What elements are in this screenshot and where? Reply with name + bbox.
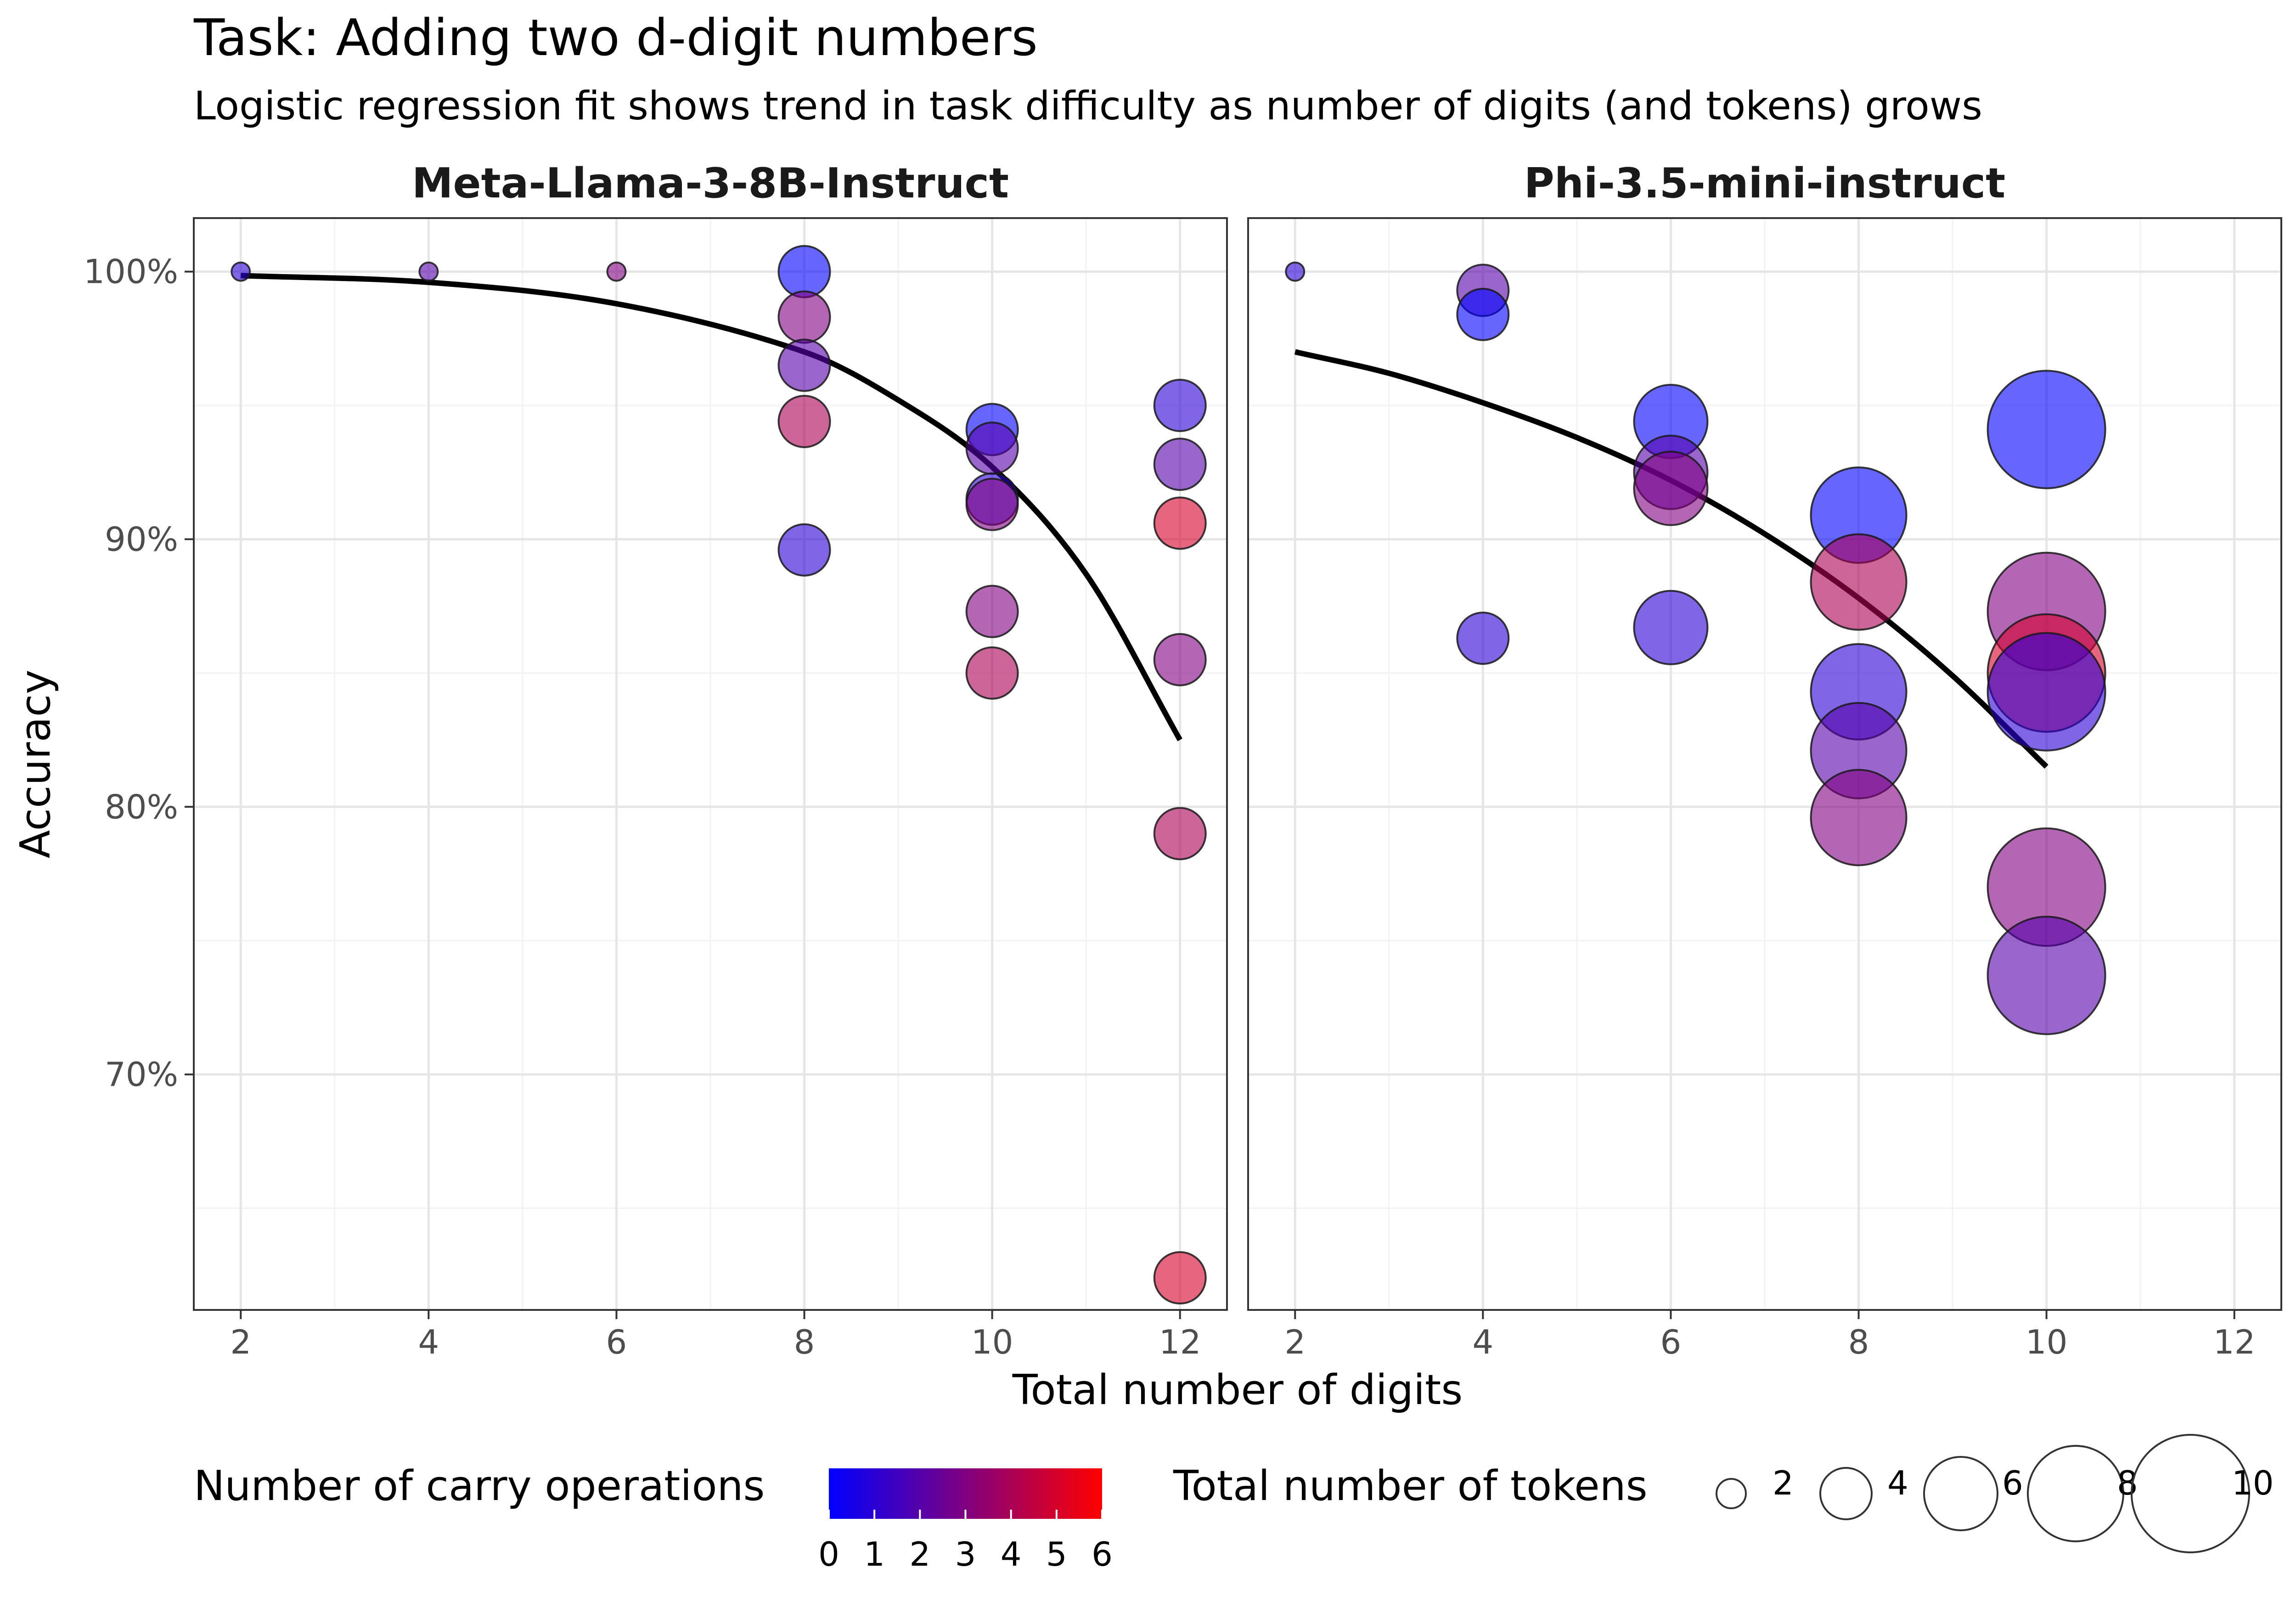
data-point — [1153, 496, 1207, 550]
data-point — [1153, 438, 1207, 491]
panel-title: Phi-3.5-mini-instruct — [1524, 159, 2005, 208]
points-layer — [1285, 261, 2106, 1035]
data-point — [777, 245, 831, 298]
x-tick-label: 12 — [2213, 1323, 2256, 1361]
y-axis-ticks: 70% 80% 90% 100% — [84, 253, 194, 1094]
data-point — [1456, 287, 1510, 341]
size-legend-title: Total number of tokens — [1173, 1462, 1648, 1510]
data-point — [231, 261, 251, 282]
grid — [1248, 218, 2281, 1310]
color-legend-tick-label: 1 — [864, 1535, 885, 1573]
x-tick-label: 2 — [230, 1323, 251, 1361]
data-point — [1986, 632, 2106, 752]
data-point — [1810, 533, 1908, 631]
data-point — [1986, 916, 2106, 1035]
panel-llama: Meta-Llama-3-8B-Instruct 2 4 6 8 10 12 — [193, 159, 1228, 1361]
x-tick-label: 8 — [794, 1323, 815, 1361]
y-axis-title: Accuracy — [11, 670, 60, 859]
data-point — [777, 523, 831, 577]
data-point — [1986, 370, 2106, 489]
x-axis-ticks: 2 4 6 8 10 12 — [1284, 1310, 2256, 1361]
size-legend-key — [1716, 1478, 1747, 1509]
data-point — [1153, 1251, 1207, 1305]
x-tick-label: 12 — [1159, 1323, 1201, 1361]
points-layer — [231, 245, 1207, 1305]
y-tick-label: 80% — [105, 787, 178, 826]
data-point — [1456, 612, 1510, 665]
data-point — [1153, 807, 1207, 860]
size-legend-keys: 2 4 6 8 10 — [1716, 1434, 2274, 1553]
size-legend-key — [2027, 1445, 2124, 1542]
panel-border — [1247, 217, 2282, 1311]
data-point — [965, 478, 1019, 531]
x-tick-label: 10 — [971, 1323, 1013, 1361]
data-point — [1153, 633, 1207, 686]
size-legend-label: 10 — [2232, 1464, 2274, 1502]
panel-phi: Phi-3.5-mini-instruct 2 4 6 8 10 12 — [1247, 159, 2282, 1361]
data-point — [1633, 590, 1709, 665]
x-tick-label: 10 — [2026, 1323, 2068, 1361]
color-legend-tick-label: 0 — [818, 1535, 839, 1573]
x-tick-label: 8 — [1848, 1323, 1869, 1361]
y-tick-label: 90% — [105, 520, 178, 558]
data-point — [1153, 378, 1207, 432]
chart-subtitle: Logistic regression fit shows trend in t… — [194, 83, 1982, 129]
size-legend-key — [1923, 1456, 1998, 1531]
size-legend: Total number of tokens 2 4 6 8 10 — [1173, 1434, 2274, 1553]
data-point — [777, 394, 831, 448]
x-tick-label: 4 — [1472, 1323, 1493, 1361]
size-legend-label: 2 — [1773, 1464, 1794, 1502]
color-legend-tick-label: 4 — [1001, 1535, 1022, 1573]
panel-title: Meta-Llama-3-8B-Instruct — [412, 159, 1009, 208]
data-point — [777, 338, 831, 392]
data-point — [418, 261, 439, 282]
x-tick-label: 6 — [1660, 1323, 1682, 1361]
data-point — [1810, 769, 1908, 866]
color-legend-tick-label: 6 — [1092, 1535, 1113, 1573]
y-tick-label: 100% — [84, 253, 178, 291]
x-tick-label: 2 — [1284, 1323, 1306, 1361]
x-tick-label: 4 — [418, 1323, 439, 1361]
size-legend-key — [2131, 1434, 2250, 1553]
color-legend-tick-label: 2 — [909, 1535, 930, 1573]
data-point — [1633, 450, 1709, 526]
data-point — [1285, 261, 1306, 282]
size-legend-key — [1819, 1467, 1873, 1520]
size-legend-label: 4 — [1887, 1464, 1908, 1502]
x-tick-label: 6 — [606, 1323, 627, 1361]
color-legend-tick-label: 3 — [955, 1535, 976, 1573]
panel-border — [193, 217, 1228, 1311]
data-point — [606, 261, 627, 282]
data-point — [965, 646, 1019, 700]
size-legend-label: 6 — [2002, 1464, 2023, 1502]
data-point — [965, 421, 1019, 475]
data-point — [777, 290, 831, 344]
chart-title: Task: Adding two d-digit numbers — [193, 8, 1038, 67]
color-legend-title: Number of carry operations — [194, 1462, 765, 1510]
size-legend-label: 8 — [2117, 1464, 2138, 1502]
data-point — [965, 584, 1019, 638]
y-tick-label: 70% — [105, 1055, 178, 1094]
color-legend-tick-label: 5 — [1046, 1535, 1067, 1573]
x-axis-title: Total number of digits — [1012, 1366, 1463, 1414]
grid — [194, 218, 1227, 1310]
x-axis-ticks: 2 4 6 8 10 12 — [230, 1310, 1201, 1361]
